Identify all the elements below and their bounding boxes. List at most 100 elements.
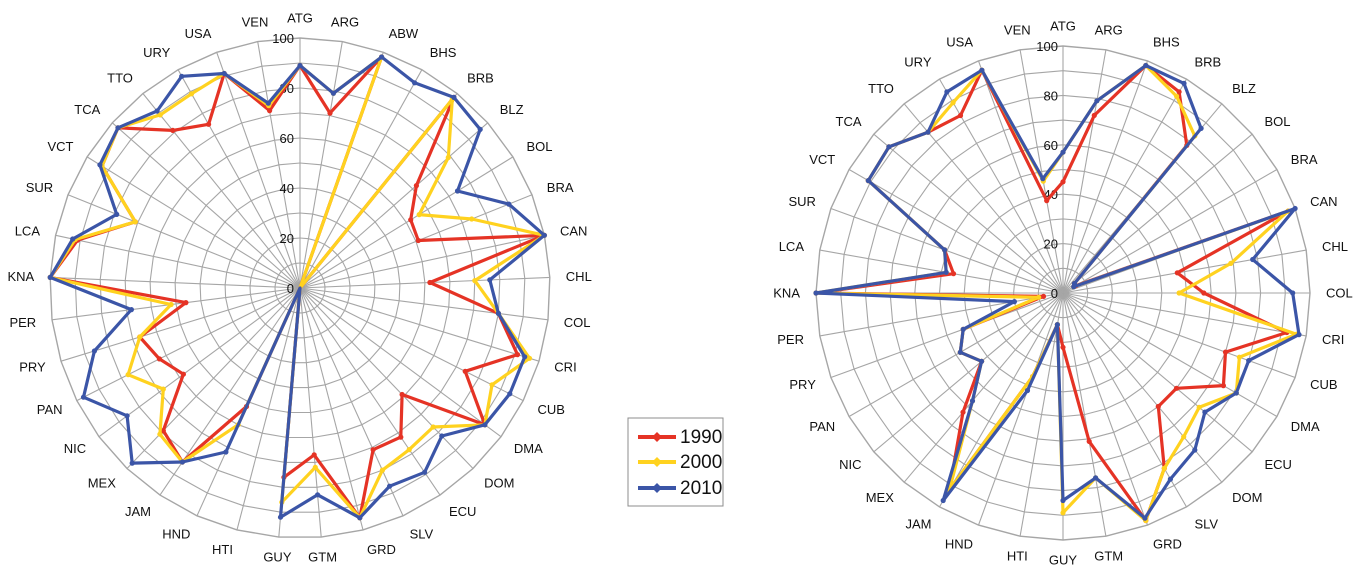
category-label: GTM: [308, 550, 337, 565]
data-point: [128, 307, 134, 313]
data-point: [969, 398, 976, 404]
data-point: [160, 428, 166, 434]
category-label: BOL: [1265, 114, 1291, 129]
data-point: [387, 483, 393, 489]
radar-chart-left: ATG ARG ABW BHS BRB BLZ BOL BRA CAN CHL COL CRI CUB D…: [7, 11, 591, 565]
category-label: TCA: [74, 102, 100, 117]
category-label: ARG: [331, 14, 359, 29]
category-label: KNA: [7, 269, 34, 284]
data-point: [1250, 256, 1256, 263]
radial-tick-label: 0: [1051, 286, 1058, 301]
category-label: HTI: [1007, 548, 1028, 563]
data-point: [1292, 205, 1298, 212]
category-label: ATG: [1050, 19, 1076, 34]
data-point: [47, 274, 53, 280]
data-point: [129, 460, 135, 466]
data-point: [430, 424, 436, 430]
data-point: [979, 358, 985, 364]
data-point: [522, 354, 528, 360]
data-point: [1222, 349, 1229, 355]
grid-spoke: [299, 287, 549, 321]
category-label: GUY: [1049, 553, 1078, 568]
data-point: [979, 67, 985, 73]
category-label: NIC: [64, 441, 86, 456]
data-point: [277, 514, 284, 520]
category-label: BHS: [1153, 35, 1180, 50]
grid-spoke: [299, 287, 502, 438]
data-point: [1060, 344, 1066, 350]
data-point: [1086, 438, 1092, 444]
radial-tick-label: 40: [280, 181, 294, 196]
grid-spoke: [1062, 169, 1278, 294]
grid-spoke: [299, 287, 524, 402]
grid-spoke: [1062, 292, 1278, 417]
grid-spoke: [76, 287, 301, 402]
series-2010: [813, 62, 1302, 521]
grid-spoke: [216, 52, 301, 289]
data-point: [97, 162, 103, 168]
data-point: [925, 129, 931, 135]
grid-spoke: [177, 69, 301, 289]
category-label: KNA: [773, 286, 800, 301]
grid-ring: [99, 87, 501, 488]
data-point: [1060, 179, 1066, 185]
category-label: COL: [1326, 286, 1353, 301]
category-label: CHL: [1322, 239, 1348, 254]
category-label: DMA: [1291, 419, 1320, 434]
category-label: JAM: [125, 504, 151, 519]
data-point: [1167, 476, 1173, 482]
legend-marker-2010: [652, 483, 662, 493]
grid-spoke: [299, 287, 364, 531]
category-labels: ATG ARG ABW BHS BRB BLZ BOL BRA CAN CHL COL CRI CUB D…: [7, 11, 591, 565]
radial-tick-label: 0: [287, 281, 294, 296]
data-point: [507, 391, 513, 397]
category-label: BOL: [527, 139, 553, 154]
category-label: TTO: [868, 81, 894, 96]
grid-spoke: [819, 292, 1064, 337]
data-point: [137, 334, 143, 340]
data-point: [472, 278, 478, 284]
grid-spoke: [903, 103, 1064, 294]
category-label: DOM: [484, 475, 514, 490]
data-point: [357, 515, 363, 521]
grid-ring: [249, 237, 351, 339]
grid-spoke: [1062, 292, 1149, 526]
grid-spoke: [1062, 49, 1107, 294]
category-label: ABW: [389, 26, 419, 41]
grid-ring: [149, 137, 451, 439]
category-label: CAN: [560, 224, 587, 239]
grid-spoke: [848, 169, 1064, 294]
category-label: PAN: [37, 402, 63, 417]
data-point: [1161, 465, 1167, 471]
category-label: SLV: [410, 527, 434, 542]
grid-spoke: [299, 287, 441, 496]
grid-spoke: [1019, 292, 1064, 537]
data-point: [1201, 290, 1207, 296]
grid-spoke: [830, 292, 1064, 379]
category-label: HND: [945, 536, 973, 551]
data-point: [886, 144, 892, 150]
data-point: [206, 121, 212, 127]
data-point: [1024, 387, 1031, 394]
radial-tick-label: 20: [280, 231, 294, 246]
grid-spoke: [60, 287, 301, 362]
data-point: [125, 372, 131, 378]
data-point: [942, 247, 948, 253]
category-label: ECU: [449, 504, 476, 519]
data-point: [188, 91, 195, 97]
data-point: [168, 301, 174, 308]
grid-spoke: [299, 287, 474, 469]
data-point: [1290, 290, 1296, 296]
grid-spoke: [1062, 249, 1307, 294]
data-point: [1060, 149, 1066, 155]
grid-spoke: [236, 287, 301, 531]
data-point: [950, 100, 956, 106]
grid-spoke: [126, 287, 301, 469]
data-point: [957, 349, 963, 355]
data-point: [416, 212, 422, 218]
category-label: ATG: [287, 11, 313, 26]
data-point: [114, 211, 120, 217]
data-point: [482, 422, 488, 428]
data-point: [1176, 89, 1182, 95]
